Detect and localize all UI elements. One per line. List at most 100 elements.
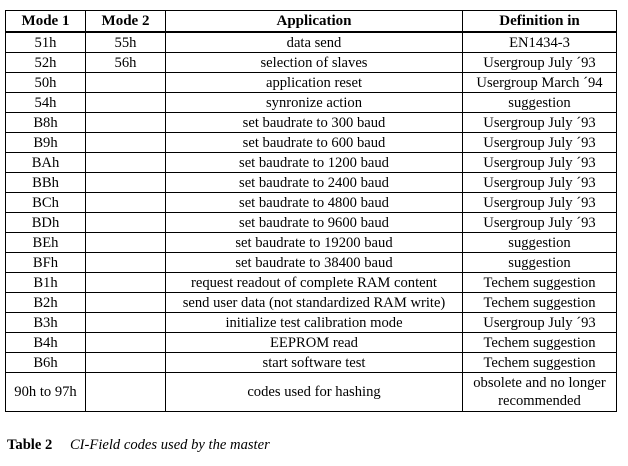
cell-definition: EN1434-3	[462, 31, 617, 53]
cell-application: set baudrate to 1200 baud	[165, 152, 463, 173]
cell-mode-2	[85, 112, 166, 133]
table-header: Mode 1 Mode 2 Application Definition in	[5, 10, 617, 33]
ci-field-codes-table: Mode 1 Mode 2 Application Definition in …	[5, 10, 617, 412]
cell-mode-2	[85, 352, 166, 373]
cell-definition: suggestion	[462, 92, 617, 113]
cell-application: application reset	[165, 72, 463, 93]
cell-mode-2	[85, 272, 166, 293]
cell-mode-1: 54h	[5, 92, 86, 113]
cell-application: set baudrate to 9600 baud	[165, 212, 463, 233]
cell-application: start software test	[165, 352, 463, 373]
caption-label: Table 2	[7, 437, 53, 453]
cell-mode-2	[85, 292, 166, 313]
cell-application: set baudrate to 19200 baud	[165, 232, 463, 253]
header-definition-in: Definition in	[462, 10, 617, 33]
cell-mode-2: 55h	[85, 31, 166, 53]
cell-mode-1: BDh	[5, 212, 86, 233]
cell-mode-1: BFh	[5, 252, 86, 273]
cell-mode-1: B8h	[5, 112, 86, 133]
cell-mode-1: B9h	[5, 132, 86, 153]
cell-mode-1: 51h	[5, 31, 86, 53]
cell-definition: suggestion	[462, 252, 617, 273]
cell-mode-2	[85, 152, 166, 173]
cell-application: codes used for hashing	[165, 372, 463, 412]
caption-text: CI-Field codes used by the master	[69, 437, 270, 453]
table-row: BEh set baudrate to 19200 baud suggestio…	[5, 232, 617, 253]
cell-mode-1: BCh	[5, 192, 86, 213]
cell-definition: suggestion	[462, 232, 617, 253]
table-row: B4h EEPROM read Techem suggestion	[5, 332, 617, 353]
cell-mode-1: B3h	[5, 312, 86, 333]
cell-definition: Usergroup July ´93	[462, 192, 617, 213]
cell-mode-1: BAh	[5, 152, 86, 173]
table-row: B8h set baudrate to 300 baud Usergroup J…	[5, 112, 617, 133]
table-row: BDh set baudrate to 9600 baud Usergroup …	[5, 212, 617, 233]
cell-mode-1: B1h	[5, 272, 86, 293]
cell-mode-1: 52h	[5, 52, 86, 73]
table-row: BBh set baudrate to 2400 baud Usergroup …	[5, 172, 617, 193]
cell-application: selection of slaves	[165, 52, 463, 73]
table-row: B3h initialize test calibration mode Use…	[5, 312, 617, 333]
table-row: B6h start software test Techem suggestio…	[5, 352, 617, 373]
cell-mode-2	[85, 252, 166, 273]
cell-application: set baudrate to 4800 baud	[165, 192, 463, 213]
cell-mode-1: 90h to 97h	[5, 372, 86, 412]
table-row: B9h set baudrate to 600 baud Usergroup J…	[5, 132, 617, 153]
cell-mode-2: 56h	[85, 52, 166, 73]
table-row: BFh set baudrate to 38400 baud suggestio…	[5, 252, 617, 273]
cell-definition: Techem suggestion	[462, 272, 617, 293]
table-body: 51h 55h data send EN1434-3 52h 56h selec…	[5, 31, 617, 412]
cell-mode-1: B4h	[5, 332, 86, 353]
cell-application: initialize test calibration mode	[165, 312, 463, 333]
cell-application: synronize action	[165, 92, 463, 113]
cell-mode-2	[85, 72, 166, 93]
cell-mode-2	[85, 372, 166, 412]
cell-mode-1: BBh	[5, 172, 86, 193]
cell-definition: Usergroup July ´93	[462, 132, 617, 153]
cell-definition: Usergroup July ´93	[462, 172, 617, 193]
cell-application: set baudrate to 2400 baud	[165, 172, 463, 193]
cell-mode-2	[85, 132, 166, 153]
cell-application: data send	[165, 31, 463, 53]
cell-mode-1: B2h	[5, 292, 86, 313]
cell-definition: Usergroup July ´93	[462, 112, 617, 133]
cell-mode-1: B6h	[5, 352, 86, 373]
cell-definition: Usergroup July ´93	[462, 212, 617, 233]
header-application: Application	[165, 10, 463, 33]
cell-definition: Techem suggestion	[462, 292, 617, 313]
cell-definition: Usergroup July ´93	[462, 52, 617, 73]
table-row: 52h 56h selection of slaves Usergroup Ju…	[5, 52, 617, 73]
cell-definition: Techem suggestion	[462, 332, 617, 353]
header-row: Mode 1 Mode 2 Application Definition in	[5, 10, 617, 33]
cell-mode-2	[85, 212, 166, 233]
table-caption: Table 2 CI-Field codes used by the maste…	[7, 437, 270, 454]
cell-mode-1: 50h	[5, 72, 86, 93]
table-row: BAh set baudrate to 1200 baud Usergroup …	[5, 152, 617, 173]
cell-definition: Usergroup July ´93	[462, 152, 617, 173]
table-row: BCh set baudrate to 4800 baud Usergroup …	[5, 192, 617, 213]
cell-mode-1: BEh	[5, 232, 86, 253]
table-row: 54h synronize action suggestion	[5, 92, 617, 113]
cell-mode-2	[85, 172, 166, 193]
cell-application: EEPROM read	[165, 332, 463, 353]
cell-mode-2	[85, 192, 166, 213]
cell-mode-2	[85, 92, 166, 113]
cell-mode-2	[85, 232, 166, 253]
cell-application: send user data (not standardized RAM wri…	[165, 292, 463, 313]
cell-mode-2	[85, 312, 166, 333]
cell-definition: Usergroup March ´94	[462, 72, 617, 93]
table-row: 50h application reset Usergroup March ´9…	[5, 72, 617, 93]
cell-application: set baudrate to 300 baud	[165, 112, 463, 133]
header-mode-1: Mode 1	[5, 10, 86, 33]
table-row: 90h to 97h codes used for hashing obsole…	[5, 372, 617, 412]
cell-definition: Usergroup July ´93	[462, 312, 617, 333]
cell-application: request readout of complete RAM content	[165, 272, 463, 293]
cell-definition: Techem suggestion	[462, 352, 617, 373]
table-row: 51h 55h data send EN1434-3	[5, 31, 617, 53]
header-mode-2: Mode 2	[85, 10, 166, 33]
table-row: B2h send user data (not standardized RAM…	[5, 292, 617, 313]
cell-application: set baudrate to 600 baud	[165, 132, 463, 153]
cell-definition: obsolete and no longer recommended	[462, 372, 617, 412]
table-row: B1h request readout of complete RAM cont…	[5, 272, 617, 293]
